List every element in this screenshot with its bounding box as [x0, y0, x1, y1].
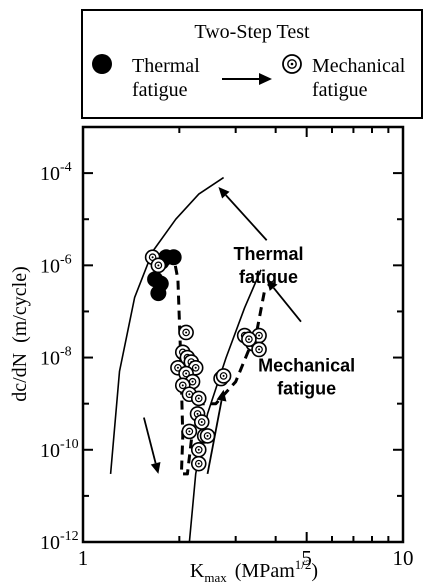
x-tick-label: 1 [78, 546, 89, 570]
legend-arrow-head [259, 73, 272, 85]
mechanical-point [190, 390, 207, 407]
legend-marker-mechanical [282, 54, 302, 74]
x-tick-label: 10 [393, 546, 414, 570]
trend-arrow [206, 389, 227, 475]
x-axis-label-sup: 1/2 [295, 557, 312, 572]
x-tick-label: 5 [301, 546, 312, 570]
y-tick-label: 10-6 [40, 252, 72, 277]
x-axis-label: Kmax (MPam1/2) [190, 557, 318, 582]
x-axis-label-close: ) [311, 560, 318, 582]
annotation-label: Thermal [234, 244, 304, 264]
mechanical-point [181, 423, 198, 440]
annotation-label: fatigue [277, 378, 336, 398]
legend-label-mechanical-1: Mechanical [312, 55, 406, 77]
annotation-label: fatigue [239, 267, 298, 287]
x-axis-label-main: K [190, 560, 205, 582]
mechanical-point [251, 341, 267, 358]
legend-label-thermal-1: Thermal [132, 55, 200, 77]
thermal-point [165, 249, 182, 266]
data-points [144, 249, 267, 472]
annotation-label: Mechanical [258, 355, 355, 375]
x-tick-labels: 1 5 10 [78, 546, 414, 570]
mechanical-point [150, 257, 167, 274]
y-tick-label: 10-10 [40, 437, 79, 462]
trend-arrow [143, 417, 161, 474]
y-tick-label: 10-8 [40, 345, 72, 370]
annotation-arrow [218, 186, 268, 241]
mechanical-point [178, 324, 194, 341]
mechanical-point [199, 428, 216, 444]
mechanical-point [215, 368, 232, 384]
annotations: Thermal fatigue Mechanical fatigue [143, 186, 355, 475]
axis-ticks [82, 126, 404, 543]
legend-label-mechanical-2: fatigue [312, 79, 368, 101]
y-tick-label: 10-12 [40, 529, 79, 554]
annotation-arrow [266, 279, 302, 323]
legend: Two-Step Test Thermal fatigue Mechanical… [81, 9, 423, 119]
plot-frame [81, 125, 405, 544]
mechanical-point [190, 455, 207, 472]
y-axis-label: dc/dN (m/cycle) [9, 266, 31, 402]
y-tick-labels: 10-4 10-6 10-8 10-10 10-12 [40, 160, 79, 554]
thermal-point [152, 275, 169, 292]
mechanical-curve [188, 269, 262, 543]
y-tick-label: 10-4 [40, 160, 72, 185]
mechanical-point [190, 441, 207, 458]
legend-label-thermal-2: fatigue [132, 79, 188, 101]
x-axis-label-sub: max [204, 570, 227, 582]
mechanical-point [193, 414, 210, 430]
mechanical-point [241, 331, 257, 348]
legend-title: Two-Step Test [194, 21, 310, 43]
x-axis-label-unit: (MPam [235, 560, 295, 582]
transition-dashed-curve [155, 255, 267, 476]
legend-marker-thermal [92, 54, 112, 74]
legend-box [81, 9, 423, 119]
